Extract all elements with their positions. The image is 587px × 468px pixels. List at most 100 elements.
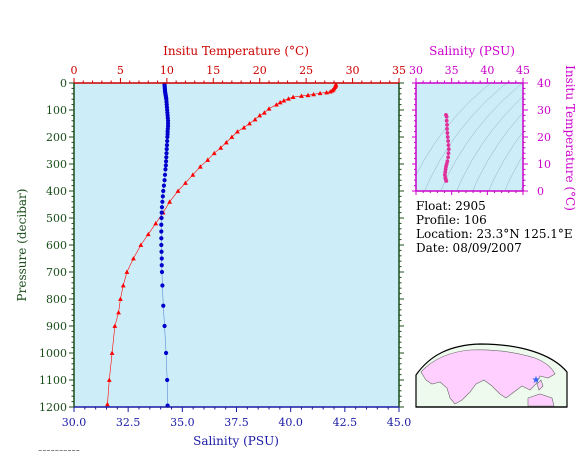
- ts-point: [445, 135, 450, 139]
- temperature-point: [105, 401, 110, 407]
- temperature-point: [223, 140, 229, 145]
- salinity-point: [160, 194, 165, 199]
- temperature-point: [277, 100, 283, 105]
- temperature-point: [299, 93, 304, 98]
- ts-point: [445, 131, 450, 135]
- salinity-tick-label: 32.5: [116, 416, 141, 429]
- temperature-point: [324, 90, 329, 95]
- temperature-point: [218, 145, 224, 150]
- salinity-point: [160, 283, 165, 288]
- ts-point: [444, 179, 449, 183]
- density-contour: [416, 83, 492, 176]
- salinity-point: [164, 155, 169, 160]
- inset-temp-tick-label: 20: [537, 131, 551, 144]
- pressure-tick-label: 700: [46, 266, 67, 279]
- temperature-point: [167, 199, 173, 204]
- temperature-tick-label: 25: [299, 64, 313, 77]
- temperature-point: [197, 164, 203, 169]
- temperature-point: [109, 350, 115, 355]
- map-land-africa-eurasia: [420, 349, 556, 405]
- density-contour: [424, 83, 508, 191]
- inset-temp-tick-label: 40: [537, 77, 551, 90]
- salinity-point: [159, 236, 164, 241]
- temperature-point: [257, 113, 263, 118]
- salinity-point: [162, 172, 168, 177]
- salinity-tick-label: 37.5: [224, 416, 249, 429]
- temperature-point: [290, 94, 296, 99]
- temperature-point: [112, 323, 118, 328]
- salinity-tick-label: 35.0: [170, 416, 195, 429]
- pressure-tick-label: 900: [46, 320, 67, 333]
- temperature-point: [229, 134, 235, 139]
- salinity-point: [163, 350, 169, 356]
- pressure-tick-label: 400: [46, 185, 67, 198]
- pressure-tick-label: 300: [46, 158, 67, 171]
- ts-point: [444, 118, 449, 123]
- temperature-point: [211, 150, 217, 156]
- salinity-point: [161, 183, 167, 188]
- date-label: Date: 08/09/2007: [416, 241, 522, 255]
- inset-temp-tick-label: 10: [537, 158, 551, 171]
- temperature-point: [145, 231, 151, 237]
- salinity-point: [164, 143, 170, 148]
- temperature-point: [274, 102, 279, 107]
- salinity-point: [163, 167, 168, 172]
- float-location-marker: ★: [532, 375, 541, 386]
- inset-salinity-tick-label: 35: [445, 64, 459, 77]
- salinity-point: [165, 377, 170, 383]
- density-contour: [472, 112, 523, 191]
- salinity-point: [159, 205, 165, 210]
- ts-point: [446, 139, 450, 143]
- density-contour: [504, 154, 523, 191]
- salinity-point: [160, 199, 165, 204]
- inset-salinity-tick-label: 30: [409, 64, 423, 77]
- temperature-point: [241, 125, 247, 130]
- salinity-point: [164, 147, 169, 152]
- salinity-point: [159, 263, 164, 268]
- temperature-tick-label: 30: [346, 64, 360, 77]
- float-label: Float: 2905: [416, 199, 486, 213]
- inset-temp-tick-label: 30: [537, 104, 551, 117]
- temperature-point: [317, 90, 323, 96]
- location-label: Location: 23.3°N 125.1°E: [416, 227, 573, 241]
- pressure-tick-label: 800: [46, 293, 67, 306]
- salinity-point: [161, 303, 166, 308]
- top-axis-title: Insitu Temperature (°C): [163, 44, 309, 58]
- inset-salinity-tick-label: 40: [480, 64, 494, 77]
- ts-point: [444, 114, 449, 119]
- salinity-point: [165, 134, 170, 140]
- temperature-point: [266, 106, 272, 111]
- temperature-point: [247, 121, 252, 126]
- temperature-point: [281, 98, 287, 103]
- map-land-islands: [536, 379, 544, 391]
- temperature-point: [118, 296, 123, 301]
- temperature-point: [106, 377, 112, 382]
- salinity-point: [161, 188, 166, 194]
- pressure-tick-label: 0: [60, 77, 67, 90]
- temperature-point: [138, 242, 144, 247]
- pressure-axis-title: Pressure (decibar): [15, 189, 29, 302]
- temperature-point: [327, 89, 333, 94]
- temperature-point: [305, 92, 311, 98]
- salinity-point: [163, 159, 169, 164]
- pressure-tick-label: 100: [46, 104, 67, 117]
- ts-point: [446, 143, 451, 148]
- temperature-point: [116, 310, 121, 315]
- inset-salinity-tick-label: 45: [516, 64, 530, 77]
- salinity-point: [159, 242, 164, 248]
- pressure-tick-label: 600: [46, 239, 67, 252]
- temperature-point: [153, 221, 159, 226]
- temperature-point: [252, 117, 258, 122]
- salinity-point: [159, 229, 164, 234]
- temperature-tick-label: 35: [392, 64, 406, 77]
- ts-point: [445, 126, 449, 131]
- temperature-tick-label: 5: [117, 64, 124, 77]
- pressure-tick-label: 1000: [39, 347, 67, 360]
- float-info-block: Float: 2905 Profile: 106 Location: 23.3°…: [416, 199, 573, 255]
- temperature-point: [286, 96, 291, 101]
- temperature-point: [120, 283, 126, 288]
- density-contour: [488, 131, 523, 191]
- pressure-tick-label: 500: [46, 212, 67, 225]
- temperature-tick-label: 0: [71, 64, 78, 77]
- temperature-point: [311, 91, 316, 97]
